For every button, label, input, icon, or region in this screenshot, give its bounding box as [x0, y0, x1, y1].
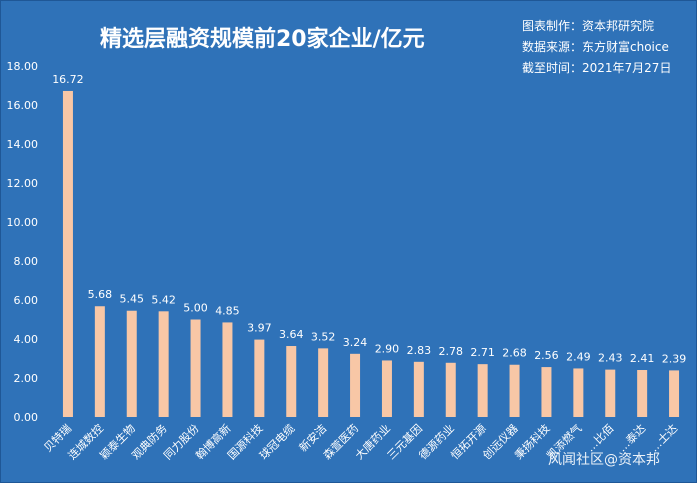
y-tick-label: 2.00 — [14, 372, 39, 385]
bar — [350, 353, 361, 417]
bar — [637, 370, 648, 417]
bar — [573, 368, 584, 417]
y-tick-label: 10.00 — [7, 216, 39, 229]
source-note: 数据来源：东方财富choice — [522, 40, 669, 54]
category-label: 球冠电缆 — [256, 421, 297, 462]
data-label: 3.97 — [247, 322, 272, 335]
watermark: 风闻社区@资本邦 — [548, 452, 660, 468]
bar — [158, 311, 169, 417]
y-tick-label: 8.00 — [14, 255, 39, 268]
bar — [381, 360, 392, 417]
y-tick-label: 0.00 — [14, 411, 39, 424]
bar — [286, 346, 297, 417]
bar — [669, 370, 680, 417]
data-label: 2.39 — [662, 352, 687, 365]
bar — [190, 319, 201, 417]
y-tick-label: 12.00 — [7, 177, 39, 190]
bar — [318, 348, 329, 417]
bar — [541, 367, 552, 417]
date-note: 截至时间：2021年7月27日 — [522, 61, 672, 75]
bar — [509, 364, 520, 417]
bar — [94, 306, 105, 417]
chart-meta: 图表制作：资本邦研究院 数据来源：东方财富choice 截至时间：2021年7月… — [522, 16, 671, 79]
data-label: 2.68 — [502, 347, 527, 360]
bar — [605, 369, 616, 417]
data-label: 3.52 — [311, 330, 336, 343]
data-label: 5.42 — [151, 293, 176, 306]
y-tick-label: 6.00 — [14, 294, 39, 307]
y-tick-label: 14.00 — [7, 138, 39, 151]
bar — [126, 310, 137, 417]
data-label: 4.85 — [215, 304, 240, 317]
data-label: 2.83 — [407, 344, 432, 357]
data-label: 2.71 — [470, 346, 495, 359]
y-tick-label: 16.00 — [7, 99, 39, 112]
chart-title: 精选层融资规模前20家企业/亿元 — [100, 27, 425, 52]
data-label: 3.24 — [343, 336, 368, 349]
data-label: 2.43 — [598, 352, 623, 365]
bar — [254, 339, 265, 417]
data-label: 2.49 — [566, 350, 591, 363]
data-label: 5.45 — [120, 293, 145, 306]
data-label: 3.64 — [279, 328, 304, 341]
bar — [222, 322, 233, 417]
bar — [445, 362, 456, 417]
y-tick-label: 4.00 — [14, 333, 39, 346]
data-label: 2.41 — [630, 352, 655, 365]
data-label: 2.78 — [439, 345, 464, 358]
data-label: 5.68 — [88, 288, 113, 301]
maker-note: 图表制作：资本邦研究院 — [522, 19, 655, 33]
data-label: 2.56 — [534, 349, 559, 362]
data-label: 5.00 — [183, 302, 208, 315]
data-label: 2.90 — [375, 342, 400, 355]
bar — [413, 361, 424, 417]
y-tick-label: 18.00 — [7, 60, 39, 73]
bar — [62, 90, 73, 418]
data-label: 16.72 — [52, 73, 84, 86]
bar — [477, 364, 488, 417]
